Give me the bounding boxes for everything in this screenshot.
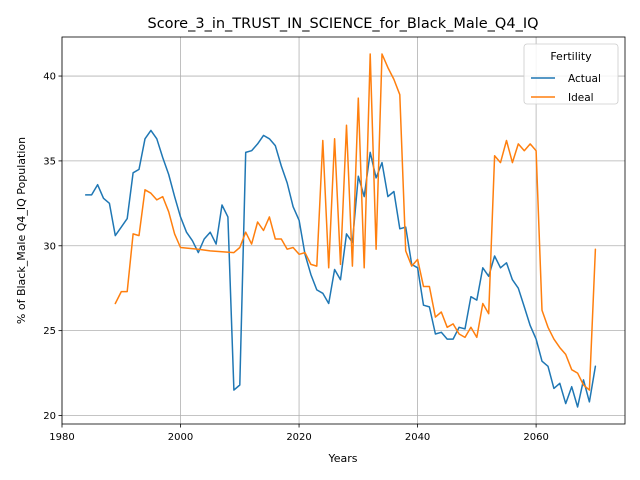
y-tick-label: 20 bbox=[43, 411, 56, 422]
x-axis-label: Years bbox=[327, 452, 357, 465]
legend: Fertility Actual Ideal bbox=[523, 43, 619, 105]
series-layer bbox=[84, 53, 597, 408]
x-tick-label: 2000 bbox=[168, 432, 193, 443]
axes-frame bbox=[61, 36, 626, 425]
series-line-actual bbox=[84, 129, 597, 408]
legend-box bbox=[523, 43, 619, 105]
legend-label-ideal: Ideal bbox=[568, 92, 594, 104]
x-tick-label: 2060 bbox=[523, 432, 548, 443]
y-tick-label: 35 bbox=[43, 156, 56, 167]
legend-label-actual: Actual bbox=[568, 73, 601, 85]
series-line-ideal bbox=[114, 53, 597, 391]
y-tick-label: 25 bbox=[43, 326, 56, 337]
legend-title: Fertility bbox=[550, 50, 592, 63]
y-axis-label: % of Black_Male Q4_IQ Population bbox=[15, 137, 28, 324]
axis-ticks: 1980 2000 2020 2040 2060 20 25 30 35 40 bbox=[43, 72, 549, 443]
x-tick-label: 2040 bbox=[405, 432, 430, 443]
chart-title: Score_3_in_TRUST_IN_SCIENCE_for_Black_Ma… bbox=[147, 16, 538, 32]
legend-items: Actual Ideal bbox=[531, 73, 601, 104]
y-tick-label: 40 bbox=[43, 72, 56, 83]
x-tick-label: 2020 bbox=[286, 432, 311, 443]
x-tick-label: 1980 bbox=[49, 432, 74, 443]
y-tick-label: 30 bbox=[43, 241, 56, 252]
